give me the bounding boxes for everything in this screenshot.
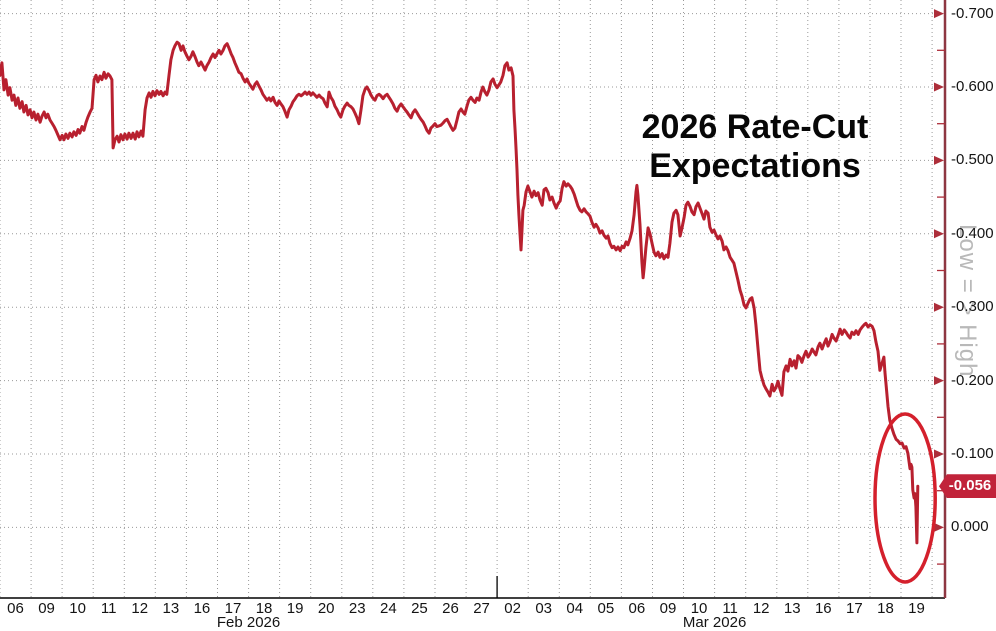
y-tick-arrow	[934, 82, 944, 92]
highlight-ellipse	[873, 412, 937, 584]
y-tick-arrow	[934, 376, 944, 386]
price-line	[0, 40, 920, 545]
y-tick-arrow	[934, 302, 944, 312]
y-tick-arrow	[934, 229, 944, 239]
y-tick-arrow	[934, 522, 944, 532]
y-tick-arrow	[934, 9, 944, 19]
y-tick-arrow	[934, 449, 944, 459]
y-tick-arrow	[934, 155, 944, 165]
